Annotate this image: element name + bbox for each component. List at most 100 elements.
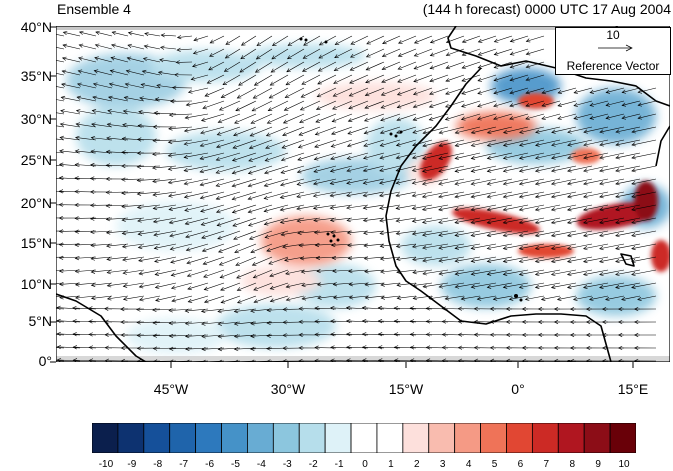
wind-vector: [438, 139, 465, 147]
wind-vector-head: [438, 232, 443, 237]
wind-vector: [599, 191, 625, 198]
wind-vector: [350, 48, 369, 58]
wind-vector-head: [444, 116, 450, 121]
wind-vector: [535, 217, 561, 224]
wind-vector: [313, 204, 337, 209]
wind-vector-head: [566, 284, 572, 290]
wind-vector: [396, 204, 417, 209]
wind-vector: [410, 346, 433, 349]
wind-vector-head: [298, 243, 303, 248]
wind-vector: [526, 48, 545, 55]
wind-vector: [56, 164, 65, 167]
wind-vector-head: [184, 221, 190, 226]
wind-vector-head: [317, 295, 322, 300]
wind-vector: [319, 35, 337, 46]
wind-vector: [188, 87, 209, 93]
wind-vector-head: [199, 182, 205, 187]
wind-vector-head: [518, 258, 524, 264]
wind-vector-head: [365, 53, 371, 58]
wind-vector-head: [486, 258, 492, 263]
wind-vector-head: [136, 346, 142, 351]
wind-vector-head: [599, 233, 604, 238]
colorbar-swatch: [92, 423, 119, 453]
wind-vector-head: [72, 345, 77, 350]
wind-vector: [477, 74, 497, 82]
wind-vector: [301, 282, 321, 286]
wind-vector: [299, 113, 321, 123]
wind-vector-head: [583, 194, 588, 199]
wind-vector: [379, 230, 401, 234]
wind-vector: [605, 100, 625, 106]
wind-vector: [298, 139, 321, 148]
wind-vector-head: [298, 358, 303, 362]
wind-vector-head: [283, 106, 289, 111]
wind-vector-head: [62, 43, 67, 48]
wind-vector-head: [422, 258, 427, 263]
wind-vector: [253, 87, 273, 99]
wind-vector-head: [583, 207, 588, 212]
wind-vector: [330, 217, 353, 221]
y-tick-label: 15°N: [20, 235, 52, 251]
wind-vector-head: [486, 233, 492, 238]
wind-vector: [422, 178, 449, 185]
wind-vector-head: [75, 135, 80, 140]
wind-vector: [122, 256, 145, 261]
wind-vector-head: [60, 95, 66, 101]
wind-vector-head: [502, 245, 508, 251]
wind-vector: [331, 139, 353, 147]
wind-vector-head: [236, 94, 242, 99]
wind-vector-head: [633, 332, 639, 338]
wind-vector: [316, 256, 337, 259]
wind-vector: [363, 139, 385, 147]
wind-vector-head: [77, 82, 82, 87]
wind-vector-head: [621, 296, 626, 302]
wind-vector-head: [168, 321, 174, 326]
wind-vector: [123, 282, 145, 287]
colorbar-swatch: [531, 423, 559, 453]
wind-vector-head: [90, 162, 95, 168]
wind-vector: [56, 269, 65, 271]
wind-vector: [122, 243, 145, 248]
wind-vector: [154, 112, 177, 115]
wind-vector: [461, 74, 481, 82]
wind-vector-head: [90, 282, 96, 287]
wind-vector: [138, 230, 161, 235]
wind-vector: [152, 165, 177, 169]
wind-vector: [282, 126, 305, 136]
wind-vector: [236, 269, 257, 279]
wind-vector: [318, 61, 337, 72]
wind-vector-head: [362, 155, 368, 160]
wind-vector: [503, 243, 529, 249]
wind-vector: [349, 87, 369, 97]
wind-vector-head: [239, 68, 244, 73]
wind-vector-head: [254, 68, 260, 73]
wind-vector-head: [280, 232, 286, 237]
wind-vector: [218, 321, 241, 325]
wind-vector: [397, 61, 417, 70]
wind-vector-head: [573, 115, 578, 120]
wind-vector: [296, 204, 321, 210]
wind-vector-head: [615, 220, 620, 225]
wind-vector-head: [377, 305, 383, 311]
wind-vector-head: [137, 218, 142, 223]
wind-vector-head: [525, 51, 531, 56]
wind-vector: [248, 204, 273, 213]
wind-vector: [75, 269, 97, 272]
wind-vector-head: [518, 284, 524, 289]
wind-vector-head: [583, 233, 588, 238]
wind-vector: [429, 100, 449, 108]
wind-vector: [493, 74, 513, 81]
wind-vector-head: [56, 344, 62, 350]
wind-vector: [170, 243, 193, 250]
wind-vector: [364, 126, 385, 134]
wind-vector: [255, 61, 273, 73]
wind-vector-head: [362, 205, 368, 210]
wind-vector-head: [120, 332, 125, 338]
wind-vector-head: [61, 56, 67, 61]
wind-vector-head: [534, 258, 540, 264]
wind-vector-head: [301, 296, 307, 301]
anomaly-field-positive: [241, 82, 536, 296]
wind-vector-head: [362, 345, 367, 350]
wind-vector-head: [168, 346, 174, 351]
wind-vector: [225, 35, 241, 45]
